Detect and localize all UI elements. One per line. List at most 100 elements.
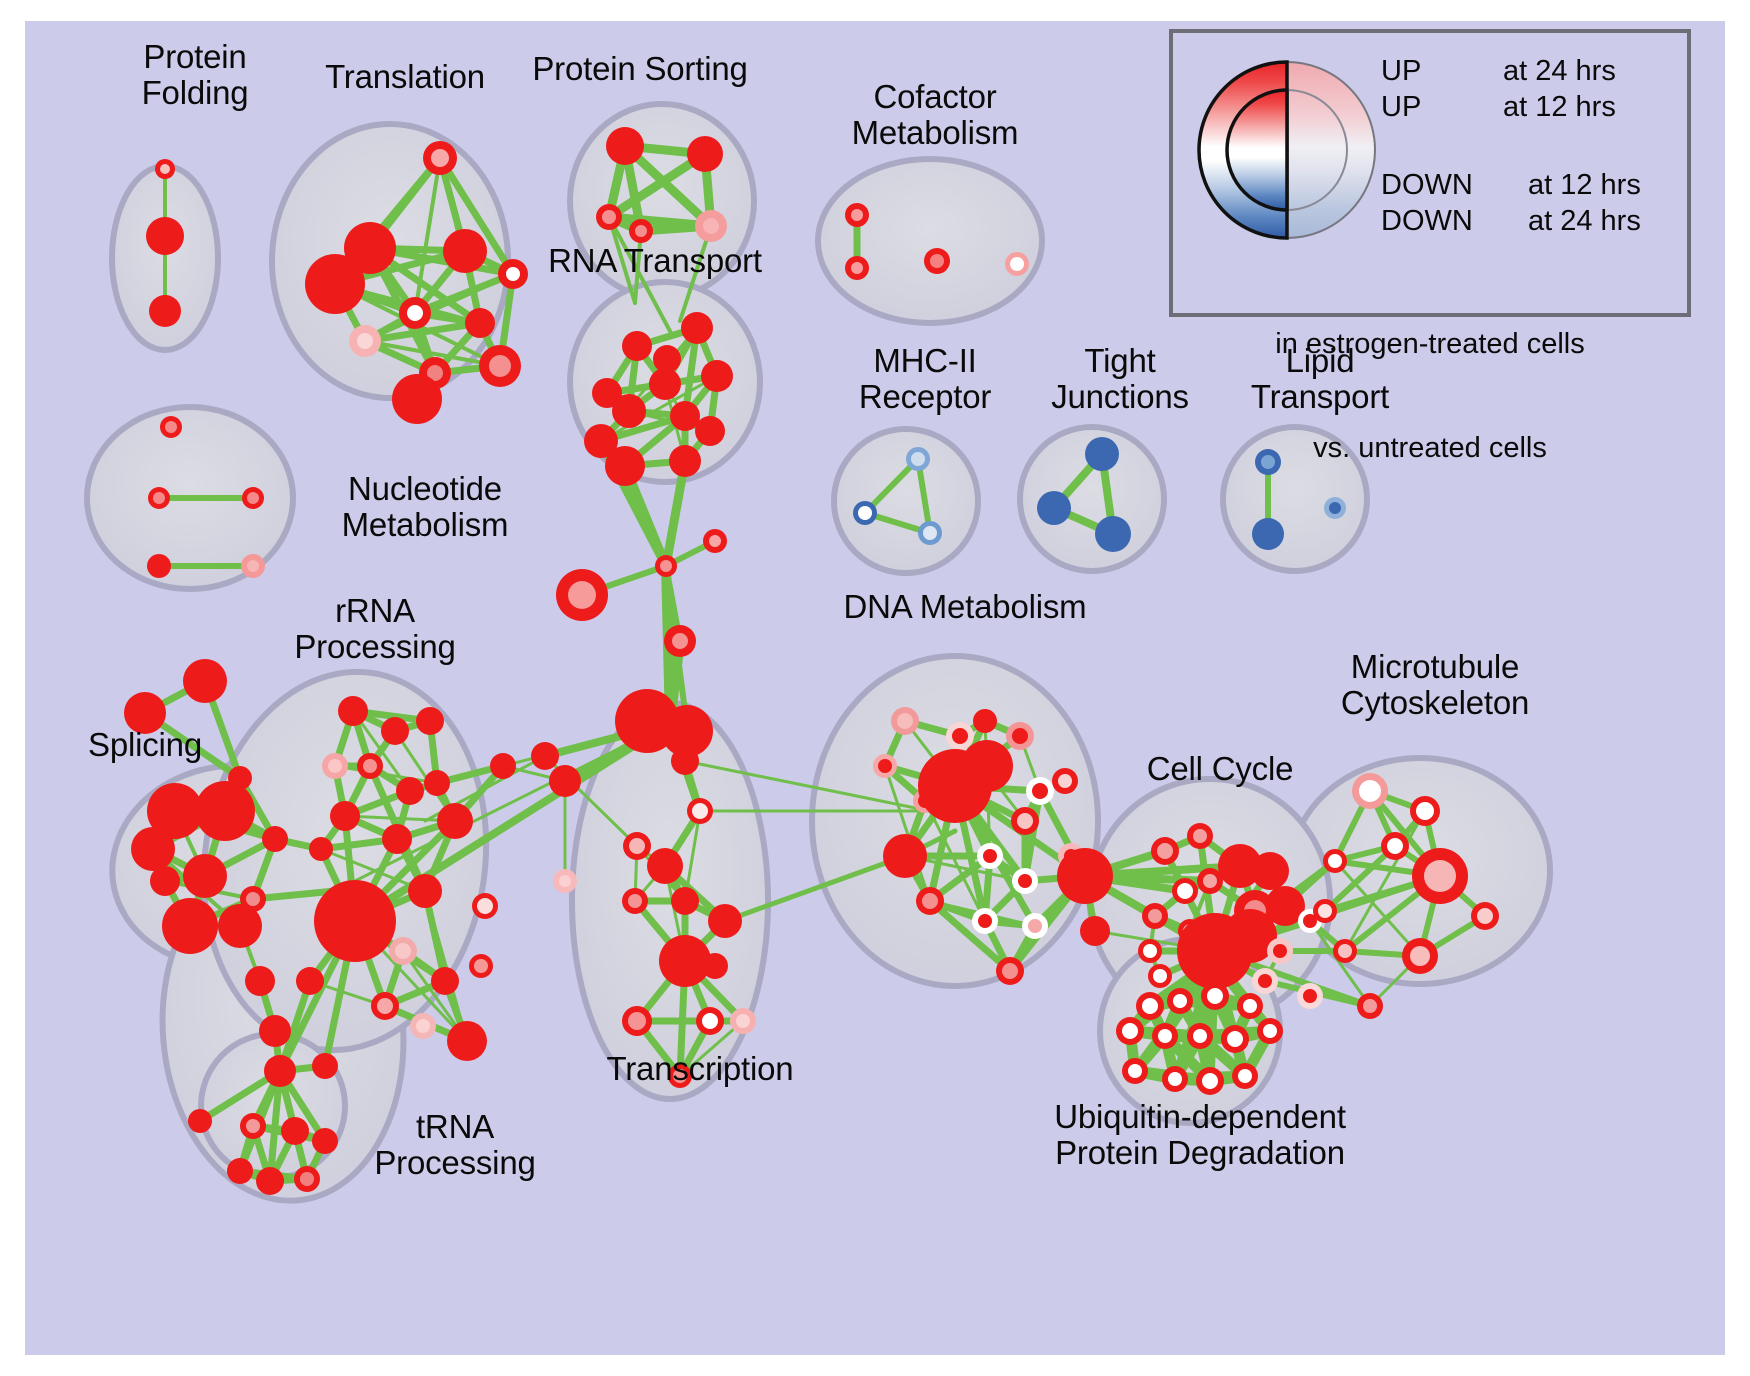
node[interactable] (447, 1021, 487, 1061)
node[interactable] (1252, 518, 1284, 550)
node[interactable] (622, 1006, 652, 1036)
node[interactable] (623, 832, 651, 860)
node[interactable] (1252, 968, 1278, 994)
node[interactable] (256, 1167, 284, 1195)
node[interactable] (443, 229, 487, 273)
node[interactable] (183, 854, 227, 898)
node[interactable] (1142, 903, 1168, 929)
node[interactable] (1471, 902, 1499, 930)
node[interactable] (382, 824, 412, 854)
node[interactable] (702, 953, 728, 979)
node[interactable] (592, 378, 622, 408)
node[interactable] (1167, 988, 1193, 1014)
node[interactable] (1251, 852, 1289, 890)
node[interactable] (845, 256, 869, 280)
node[interactable] (1313, 899, 1337, 923)
node[interactable] (147, 554, 171, 578)
node[interactable] (147, 783, 203, 839)
node[interactable] (977, 843, 1003, 869)
node[interactable] (131, 827, 175, 871)
node[interactable] (1095, 516, 1131, 552)
node[interactable] (338, 696, 368, 726)
node[interactable] (381, 717, 409, 745)
node[interactable] (1052, 768, 1078, 794)
node[interactable] (408, 874, 442, 908)
node[interactable] (490, 753, 516, 779)
node[interactable] (305, 254, 365, 314)
node[interactable] (1410, 796, 1440, 826)
node[interactable] (245, 966, 275, 996)
node[interactable] (281, 1117, 309, 1145)
node[interactable] (330, 801, 360, 831)
node[interactable] (322, 753, 348, 779)
node[interactable] (1116, 1017, 1144, 1045)
node[interactable] (218, 904, 262, 948)
node[interactable] (1085, 437, 1119, 471)
node[interactable] (661, 705, 713, 757)
node[interactable] (1080, 916, 1110, 946)
node[interactable] (1148, 964, 1172, 988)
node[interactable] (687, 798, 713, 824)
node[interactable] (1232, 1063, 1258, 1089)
node[interactable] (629, 219, 653, 243)
node[interactable] (708, 904, 742, 938)
node[interactable] (681, 312, 713, 344)
node[interactable] (1011, 807, 1039, 835)
node[interactable] (1022, 913, 1048, 939)
node[interactable] (392, 374, 442, 424)
node[interactable] (946, 722, 974, 750)
node[interactable] (730, 1008, 756, 1034)
node[interactable] (653, 345, 681, 373)
node[interactable] (160, 416, 182, 438)
node[interactable] (1402, 938, 1438, 974)
node[interactable] (349, 325, 381, 357)
node[interactable] (149, 295, 181, 327)
node[interactable] (883, 834, 927, 878)
node[interactable] (437, 803, 473, 839)
node[interactable] (1223, 909, 1277, 963)
node[interactable] (183, 659, 227, 703)
node[interactable] (553, 869, 577, 893)
node[interactable] (1138, 939, 1162, 963)
node[interactable] (695, 416, 725, 446)
node[interactable] (973, 709, 997, 733)
node[interactable] (150, 866, 180, 896)
node[interactable] (696, 1007, 724, 1035)
node[interactable] (1255, 449, 1281, 475)
node[interactable] (549, 765, 581, 797)
node[interactable] (612, 394, 646, 428)
node[interactable] (972, 908, 998, 934)
node[interactable] (1218, 844, 1262, 888)
node[interactable] (1196, 1067, 1224, 1095)
node[interactable] (596, 204, 622, 230)
node[interactable] (262, 826, 288, 852)
node[interactable] (1057, 848, 1113, 904)
node[interactable] (1357, 993, 1383, 1019)
node[interactable] (1172, 878, 1198, 904)
node[interactable] (1333, 939, 1357, 963)
node[interactable] (961, 740, 1013, 792)
node[interactable] (431, 967, 459, 995)
node[interactable] (296, 967, 324, 995)
node[interactable] (1006, 722, 1034, 750)
node[interactable] (294, 1166, 320, 1192)
node[interactable] (605, 446, 645, 486)
node[interactable] (584, 424, 618, 458)
node[interactable] (1012, 868, 1038, 894)
node[interactable] (906, 447, 930, 471)
node[interactable] (918, 521, 942, 545)
node[interactable] (916, 887, 944, 915)
node[interactable] (1005, 252, 1029, 276)
node[interactable] (1297, 983, 1323, 1009)
node[interactable] (531, 742, 559, 770)
node[interactable] (556, 569, 608, 621)
node[interactable] (399, 297, 431, 329)
node[interactable] (498, 259, 528, 289)
node[interactable] (853, 501, 877, 525)
node[interactable] (1037, 491, 1071, 525)
node[interactable] (669, 445, 701, 477)
node[interactable] (996, 957, 1024, 985)
node[interactable] (1412, 848, 1468, 904)
node[interactable] (687, 136, 723, 172)
node[interactable] (416, 707, 444, 735)
